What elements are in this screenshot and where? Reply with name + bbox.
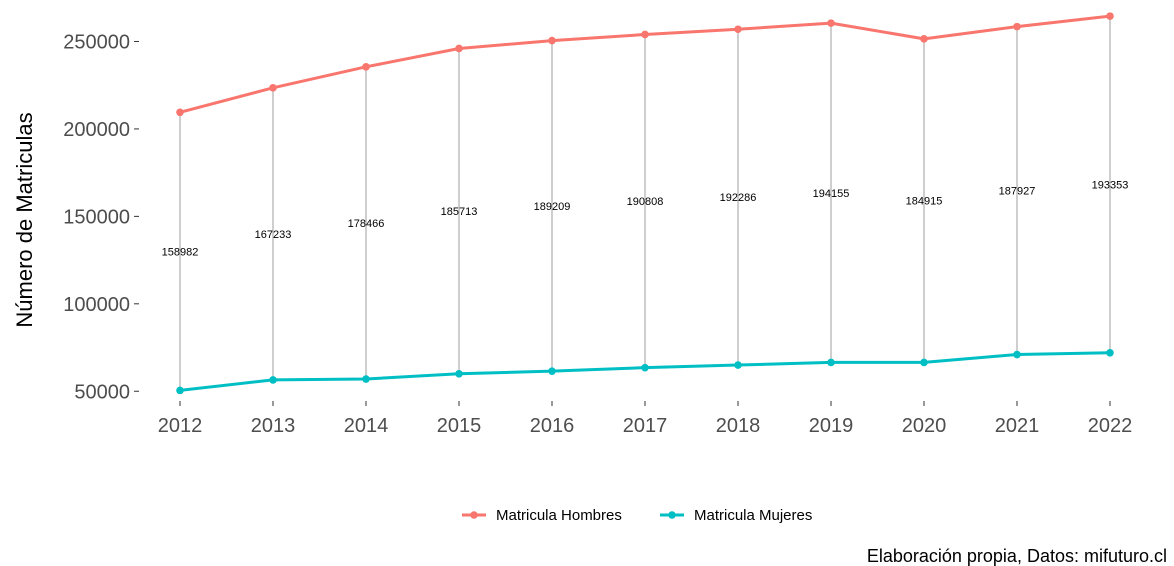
- x-tick-label: 2015: [437, 415, 482, 437]
- data-point: [827, 19, 835, 27]
- data-point: [1013, 22, 1021, 31]
- difference-labels: 158982 167233 178466 185713 189209 190808 1922…: [162, 179, 1129, 258]
- legend-label: Matricula Mujeres: [694, 507, 812, 524]
- difference-label: 190808: [627, 196, 664, 208]
- data-point: [920, 35, 928, 43]
- legend: Matricula Hombres Matricula Mujeres: [462, 507, 812, 524]
- difference-label: 194155: [813, 188, 850, 200]
- y-tick-label: 50000: [74, 381, 130, 403]
- y-tick-label: 150000: [63, 206, 130, 228]
- data-point: [548, 36, 556, 45]
- data-point: [548, 367, 556, 375]
- x-tick-label: 2016: [530, 415, 575, 437]
- difference-label: 185713: [441, 206, 478, 218]
- x-tick-label: 2018: [716, 415, 761, 437]
- data-point: [176, 386, 184, 395]
- data-point: [734, 361, 742, 369]
- data-point: [734, 25, 742, 34]
- y-tick-label: 250000: [63, 31, 130, 53]
- data-point: [641, 363, 649, 372]
- data-point: [827, 358, 835, 367]
- data-point: [269, 84, 277, 92]
- x-tick-label: 2013: [251, 415, 296, 437]
- x-tick-label: 2020: [902, 415, 947, 437]
- x-tick-label: 2021: [995, 415, 1040, 437]
- data-point: [1106, 348, 1114, 357]
- difference-label: 178466: [348, 218, 385, 230]
- data-point: [362, 375, 370, 383]
- connector-lines: [179, 16, 1111, 391]
- data-point: [455, 44, 463, 53]
- series-lines: [176, 12, 1114, 395]
- x-tick-label: 2017: [623, 415, 668, 437]
- difference-label: 187927: [999, 186, 1036, 198]
- y-axis-title: Número de Matriculas: [12, 112, 37, 327]
- data-point: [269, 376, 277, 384]
- caption: Elaboración propia, Datos: mifuturo.cl: [867, 546, 1167, 566]
- data-point: [455, 369, 463, 378]
- data-point: [362, 63, 370, 71]
- x-tick-label: 2022: [1088, 415, 1133, 437]
- legend-key-point: [668, 511, 676, 519]
- legend-label: Matricula Hombres: [496, 507, 622, 524]
- x-tick-label: 2012: [158, 415, 203, 437]
- y-tick-label: 100000: [63, 294, 130, 316]
- data-point: [920, 358, 928, 367]
- difference-label: 184915: [906, 196, 943, 208]
- legend-key-point: [470, 511, 478, 519]
- x-axis: 2012 2013 2014 2015 2016 2017 2018 2019 2020 2021…: [158, 401, 1133, 437]
- data-point: [176, 108, 184, 117]
- difference-label: 167233: [255, 229, 292, 241]
- difference-label: 158982: [162, 246, 199, 258]
- y-axis: 50000 100000 150000 200000 250000: [63, 31, 139, 403]
- y-tick-label: 200000: [63, 119, 130, 141]
- x-tick-label: 2014: [344, 415, 389, 437]
- x-tick-label: 2019: [809, 415, 854, 437]
- difference-label: 189209: [534, 201, 571, 213]
- difference-label: 193353: [1092, 179, 1129, 191]
- data-point: [641, 30, 649, 39]
- difference-label: 192286: [720, 192, 757, 204]
- data-point: [1106, 12, 1114, 20]
- data-point: [1013, 350, 1021, 359]
